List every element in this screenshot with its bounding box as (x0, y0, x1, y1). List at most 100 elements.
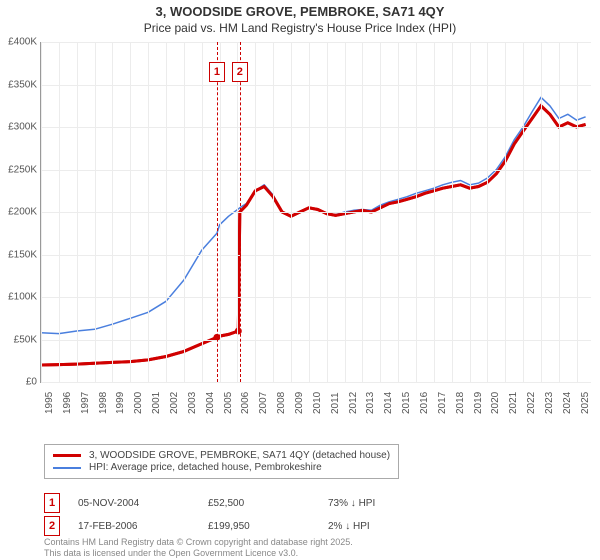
x-tick-label: 2016 (419, 392, 430, 414)
x-tick-label: 2019 (473, 392, 484, 414)
y-tick-label: £150K (3, 249, 37, 260)
grid-v (577, 42, 578, 382)
y-tick-label: £100K (3, 292, 37, 303)
event-marker: 2 (232, 62, 248, 82)
legend-label-hpi: HPI: Average price, detached house, Pemb… (89, 462, 322, 473)
grid-v (505, 42, 506, 382)
grid-h (41, 382, 591, 383)
legend-row-hpi: HPI: Average price, detached house, Pemb… (53, 462, 390, 473)
grid-h (41, 255, 591, 256)
sales-table: 1 05-NOV-2004 £52,500 73% ↓ HPI 2 17-FEB… (44, 490, 375, 539)
sale-date-1: 05-NOV-2004 (78, 498, 208, 509)
x-tick-label: 2020 (490, 392, 501, 414)
grid-v (345, 42, 346, 382)
grid-v (220, 42, 221, 382)
event-marker: 1 (209, 62, 225, 82)
grid-h (41, 127, 591, 128)
legend-box: 3, WOODSIDE GROVE, PEMBROKE, SA71 4QY (d… (44, 444, 399, 479)
x-tick-label: 2009 (294, 392, 305, 414)
x-tick-label: 2004 (205, 392, 216, 414)
x-tick-label: 1999 (115, 392, 126, 414)
grid-v (398, 42, 399, 382)
x-tick-label: 1996 (62, 392, 73, 414)
sale-diff-2: 2% ↓ HPI (328, 521, 370, 532)
x-tick-label: 2012 (348, 392, 359, 414)
grid-v (112, 42, 113, 382)
grid-v (434, 42, 435, 382)
footer-line2: This data is licensed under the Open Gov… (44, 548, 353, 559)
x-tick-label: 2006 (240, 392, 251, 414)
grid-h (41, 42, 591, 43)
grid-h (41, 297, 591, 298)
grid-v (148, 42, 149, 382)
grid-v (41, 42, 42, 382)
x-tick-label: 2008 (276, 392, 287, 414)
x-tick-label: 2007 (258, 392, 269, 414)
series-property-top (41, 106, 586, 365)
grid-v (130, 42, 131, 382)
grid-h (41, 340, 591, 341)
grid-v (470, 42, 471, 382)
grid-v (237, 42, 238, 382)
x-tick-label: 2025 (580, 392, 591, 414)
grid-v (77, 42, 78, 382)
x-tick-label: 2023 (544, 392, 555, 414)
x-tick-label: 2014 (383, 392, 394, 414)
y-tick-label: £250K (3, 164, 37, 175)
plot-region: £0£50K£100K£150K£200K£250K£300K£350K£400… (40, 42, 591, 383)
title-subtitle: Price paid vs. HM Land Registry's House … (0, 21, 600, 35)
legend-row-property: 3, WOODSIDE GROVE, PEMBROKE, SA71 4QY (d… (53, 450, 390, 461)
grid-v (559, 42, 560, 382)
y-tick-label: £200K (3, 207, 37, 218)
legend-swatch-red (53, 454, 81, 457)
series-property (41, 106, 586, 365)
x-tick-label: 2018 (455, 392, 466, 414)
grid-v (95, 42, 96, 382)
x-tick-label: 2001 (151, 392, 162, 414)
grid-v (380, 42, 381, 382)
sale-price-1: £52,500 (208, 498, 328, 509)
footer-line1: Contains HM Land Registry data © Crown c… (44, 537, 353, 548)
grid-v (273, 42, 274, 382)
x-tick-label: 2010 (312, 392, 323, 414)
y-tick-label: £400K (3, 37, 37, 48)
y-tick-label: £300K (3, 122, 37, 133)
grid-v (452, 42, 453, 382)
event-dash (217, 42, 218, 382)
x-tick-label: 2024 (562, 392, 573, 414)
sale-date-2: 17-FEB-2006 (78, 521, 208, 532)
legend-label-property: 3, WOODSIDE GROVE, PEMBROKE, SA71 4QY (d… (89, 450, 390, 461)
grid-v (166, 42, 167, 382)
sale-price-2: £199,950 (208, 521, 328, 532)
grid-v (541, 42, 542, 382)
grid-v (523, 42, 524, 382)
grid-v (255, 42, 256, 382)
x-tick-label: 2013 (365, 392, 376, 414)
x-tick-label: 2002 (169, 392, 180, 414)
grid-h (41, 170, 591, 171)
grid-v (59, 42, 60, 382)
event-dash (240, 42, 241, 382)
x-tick-label: 2005 (223, 392, 234, 414)
x-tick-label: 2015 (401, 392, 412, 414)
grid-v (202, 42, 203, 382)
sale-marker-2: 2 (44, 516, 60, 536)
x-tick-label: 2003 (187, 392, 198, 414)
sale-marker-1: 1 (44, 493, 60, 513)
series-hpi (41, 97, 586, 333)
legend-swatch-blue (53, 467, 81, 469)
x-tick-label: 1998 (98, 392, 109, 414)
grid-v (309, 42, 310, 382)
grid-h (41, 85, 591, 86)
sale-row-1: 1 05-NOV-2004 £52,500 73% ↓ HPI (44, 493, 375, 513)
footer-text: Contains HM Land Registry data © Crown c… (44, 537, 353, 559)
grid-h (41, 212, 591, 213)
x-tick-label: 2021 (508, 392, 519, 414)
sale-row-2: 2 17-FEB-2006 £199,950 2% ↓ HPI (44, 516, 375, 536)
x-tick-label: 1995 (44, 392, 55, 414)
x-tick-label: 1997 (80, 392, 91, 414)
grid-v (291, 42, 292, 382)
chart-area: £0£50K£100K£150K£200K£250K£300K£350K£400… (40, 42, 590, 412)
y-tick-label: £350K (3, 79, 37, 90)
sale-diff-1: 73% ↓ HPI (328, 498, 375, 509)
